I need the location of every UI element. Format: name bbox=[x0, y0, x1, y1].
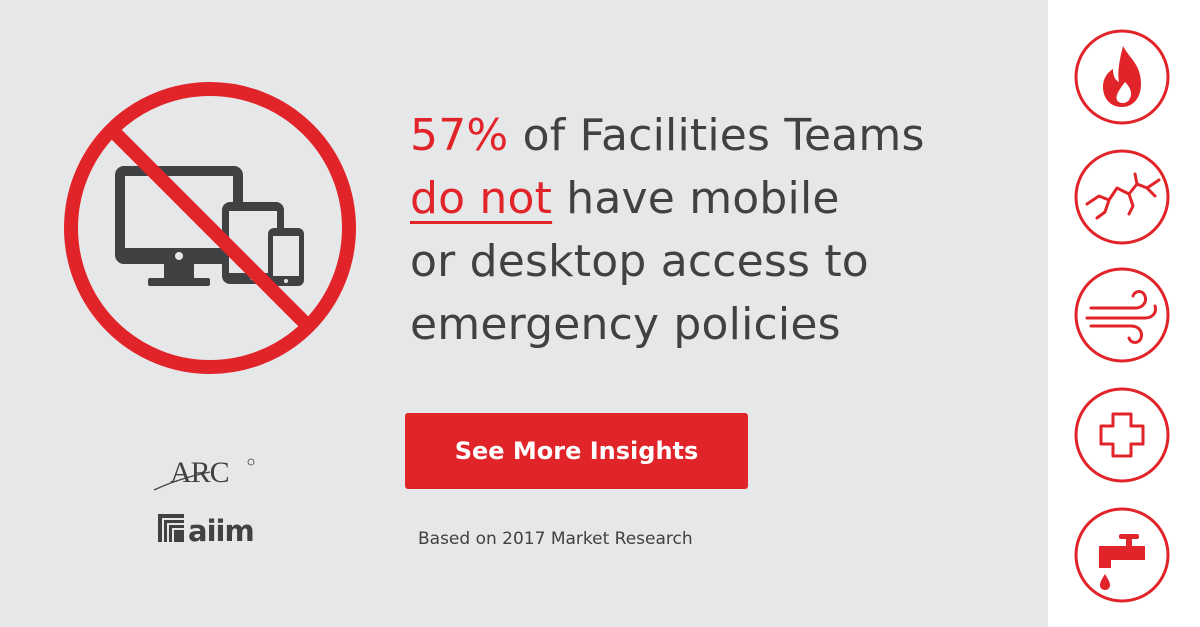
see-more-insights-button[interactable]: See More Insights bbox=[405, 413, 748, 489]
stat-percentage: 57% bbox=[410, 110, 509, 161]
source-note: Based on 2017 Market Research bbox=[418, 529, 693, 549]
aiim-logo-text: aiim bbox=[188, 514, 254, 546]
headline-line-1: 57% of Facilities Teams bbox=[410, 104, 1040, 167]
medical-cross-icon bbox=[1074, 387, 1170, 483]
fire-icon bbox=[1074, 29, 1170, 125]
arc-logo: ARC bbox=[153, 456, 255, 491]
headline-line-3: or desktop access to bbox=[410, 236, 869, 287]
phone-icon bbox=[268, 228, 304, 286]
arc-logo-text: ARC bbox=[170, 456, 229, 489]
headline: 57% of Facilities Teams do not have mobi… bbox=[410, 104, 1040, 356]
aiim-logo-mark bbox=[158, 514, 184, 542]
no-devices-icon bbox=[64, 82, 356, 374]
headline-line-4: emergency policies bbox=[410, 299, 841, 350]
headline-line-2-text: have mobile bbox=[552, 173, 840, 224]
emphasis-text: do not bbox=[410, 173, 553, 224]
main-panel: 57% of Facilities Teams do not have mobi… bbox=[64, 82, 1040, 549]
earthquake-icon bbox=[1074, 149, 1170, 245]
water-leak-icon bbox=[1074, 507, 1170, 603]
aiim-logo: aiim bbox=[158, 514, 255, 546]
headline-line-2: do not have mobile bbox=[410, 167, 1040, 230]
wind-icon bbox=[1074, 267, 1170, 363]
headline-line-1-text: of Facilities Teams bbox=[508, 110, 925, 161]
